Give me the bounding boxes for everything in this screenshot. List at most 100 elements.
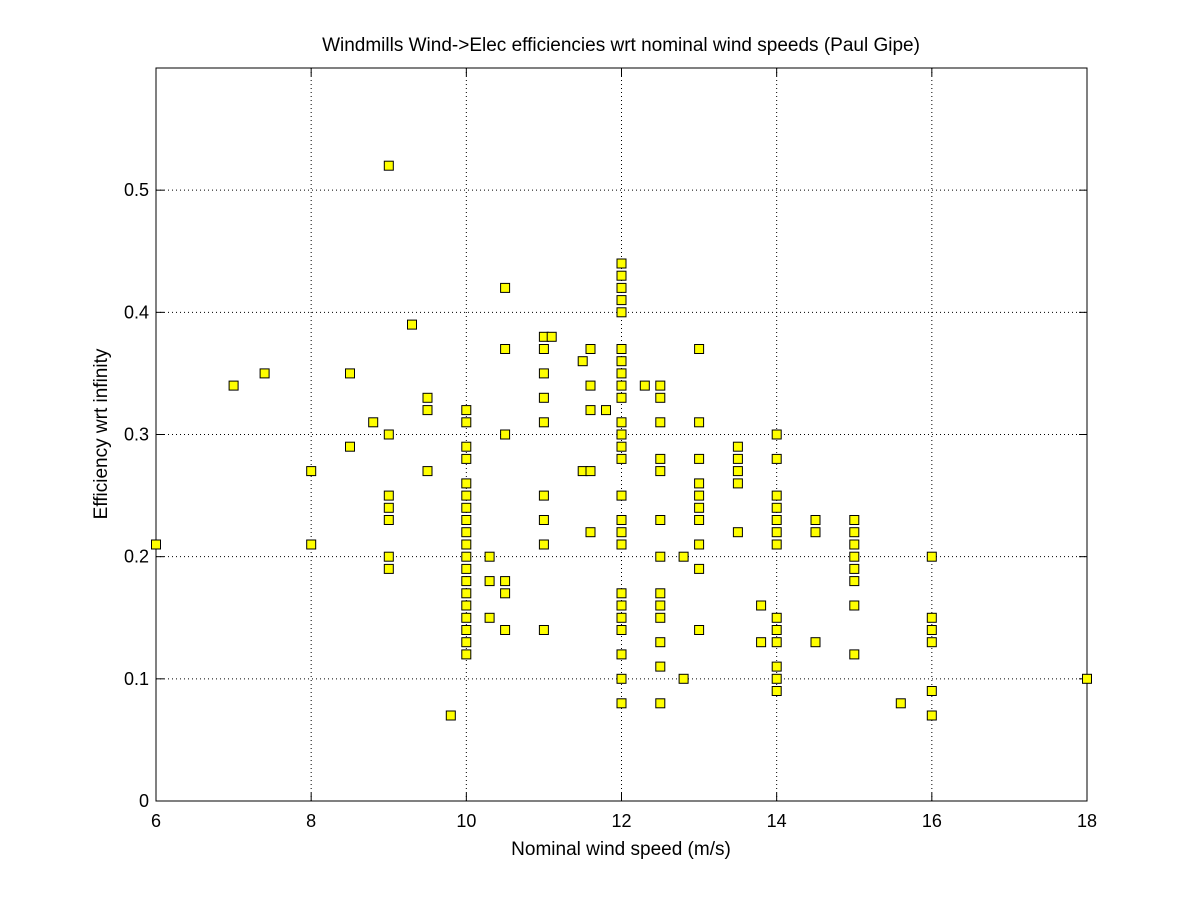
data-point [585,466,596,477]
data-point [461,417,472,428]
data-point [383,563,394,574]
data-point [585,380,596,391]
data-point [771,637,782,648]
data-point [771,625,782,635]
data-point [732,466,743,477]
data-point [771,429,782,440]
data-points [151,160,1092,721]
data-point [926,637,937,648]
data-point [694,515,705,525]
data-point [655,417,666,428]
data-point [616,417,627,428]
data-point [461,612,472,623]
y-tick-label: 0.5 [124,180,149,200]
x-tick-label: 8 [306,811,316,831]
data-point [771,612,782,623]
data-point [732,441,743,452]
data-point [616,625,627,635]
data-point [484,551,495,562]
data-point [849,600,860,611]
data-point [655,612,666,623]
data-point [616,380,627,391]
y-tick-label: 0 [139,791,149,811]
data-point [810,515,821,525]
data-point [422,466,433,477]
data-point [849,649,860,660]
data-point [849,551,860,562]
data-point [771,539,782,550]
data-point [461,490,472,501]
data-point [461,515,472,525]
data-point [345,368,355,379]
data-point [306,466,317,477]
data-point [849,515,860,525]
data-point [259,368,270,379]
data-point [694,625,705,635]
data-point [655,515,666,525]
data-point [585,344,596,354]
data-point [538,490,549,501]
data-point [756,600,767,611]
data-point [461,600,472,611]
chart-title: Windmills Wind->Elec efficiencies wrt no… [322,35,920,56]
data-point [732,527,743,538]
data-point [771,453,782,464]
data-point [771,673,782,684]
data-point [383,429,394,440]
x-tick-label: 16 [922,811,942,831]
data-point [383,551,394,562]
y-tick-label: 0.3 [124,425,149,445]
data-point [849,527,860,538]
data-point [538,368,549,379]
data-point [461,405,472,416]
data-point [461,539,472,550]
data-point [461,551,472,562]
data-point [345,441,355,452]
x-tick-label: 10 [456,811,476,831]
data-point [655,453,666,464]
data-point [732,453,743,464]
data-point [383,490,394,501]
data-point [810,527,821,538]
data-point [849,576,860,587]
data-point [407,319,417,330]
data-point [616,453,627,464]
data-point [461,478,472,489]
data-point [655,661,666,672]
data-point [538,417,549,428]
data-point [655,698,666,709]
data-point [422,405,433,416]
data-point [655,588,666,599]
data-point [616,307,627,318]
data-point [655,466,666,477]
data-point [616,539,627,550]
data-point [616,588,627,599]
y-axis-label: Efficiency wrt infinity [91,348,112,519]
data-point [616,282,627,293]
data-point [771,515,782,525]
x-axis-label: Nominal wind speed (m/s) [511,839,731,860]
data-point [616,673,627,684]
axis-ticks: 6 8 10 12 14 16 18 0 0.1 0.2 0.3 0.4 0.5 [124,68,1097,831]
data-point [461,588,472,599]
y-tick-label: 0.1 [124,669,149,689]
data-point [500,282,511,293]
data-point [616,270,627,281]
data-point [895,698,906,709]
x-tick-label: 6 [151,811,161,831]
data-point [655,392,666,403]
data-point [538,392,549,403]
data-point [616,490,627,501]
data-point [849,563,860,574]
data-point [383,502,394,513]
data-point [461,576,472,587]
data-point [585,405,596,416]
data-point [926,625,937,635]
y-tick-label: 0.2 [124,547,149,567]
data-point [694,478,705,489]
data-point [500,429,511,440]
data-point [461,637,472,648]
data-point [1082,673,1092,684]
data-point [771,686,782,696]
data-point [461,625,472,635]
